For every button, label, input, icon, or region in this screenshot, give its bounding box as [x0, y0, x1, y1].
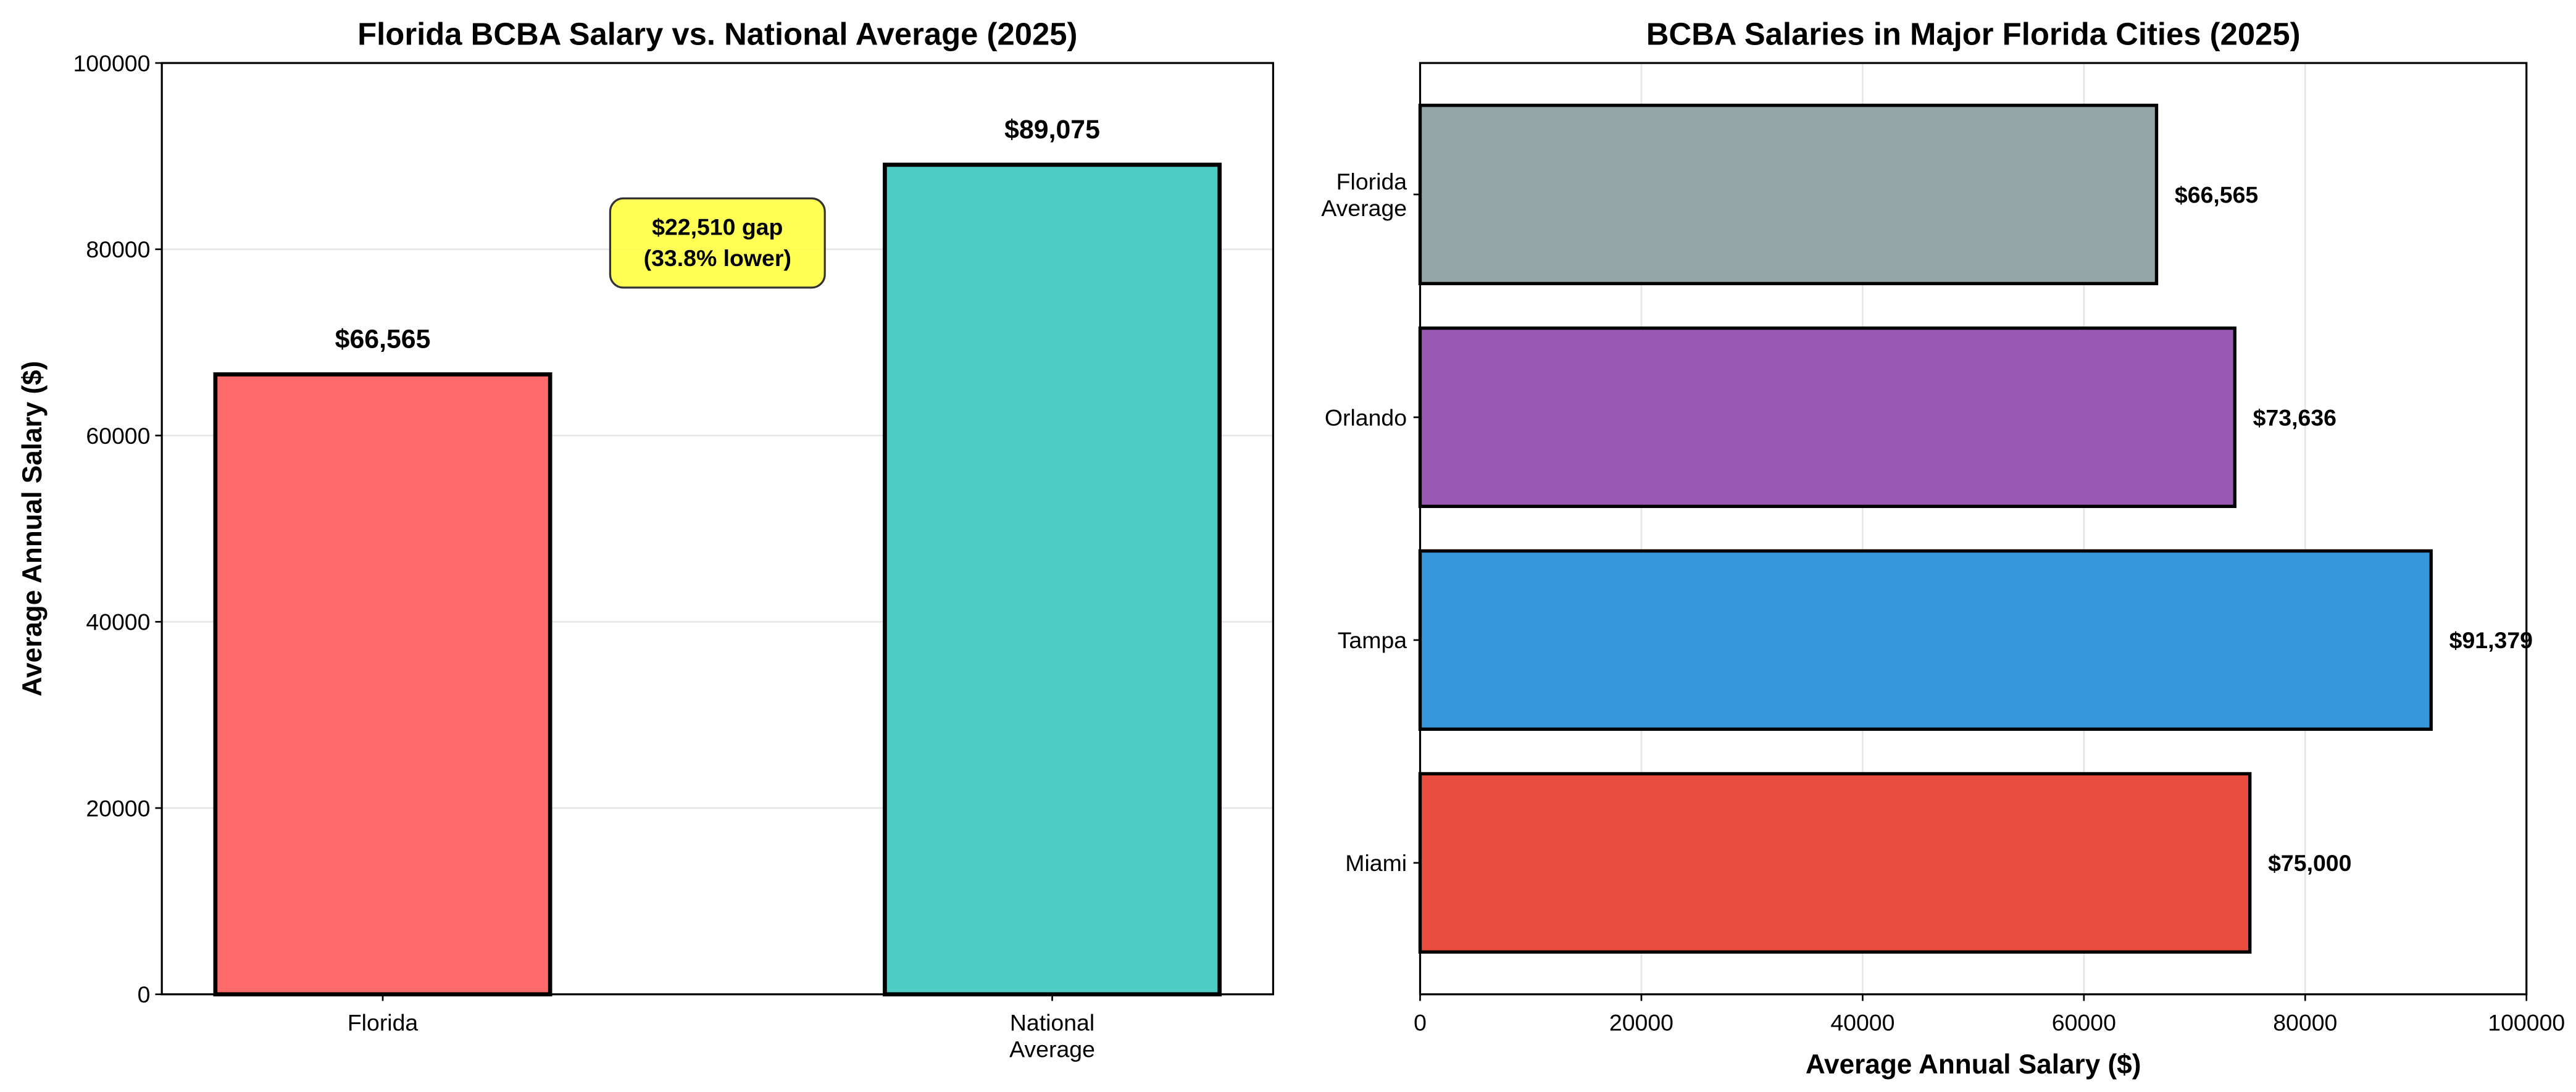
right-chart-title: BCBA Salaries in Major Florida Cities (2…	[1646, 17, 2301, 52]
y-tick-label: Average	[1321, 195, 1407, 221]
right-axes-frame	[1419, 62, 2528, 996]
annotation-box	[609, 197, 826, 289]
x-tick-label: Florida	[348, 1010, 419, 1036]
y-tick-label: 40000	[86, 609, 150, 635]
y-tick-label: 60000	[86, 423, 150, 449]
x-tick-label: 80000	[2273, 1010, 2337, 1036]
left-chart: $66,565 $89,075 0 20000 40000 60000 80000 1000…	[17, 17, 1275, 1062]
annotation-text: (33.8% lower)	[644, 245, 791, 271]
bar	[1418, 772, 2252, 954]
y-tick-label: 100000	[73, 50, 150, 76]
bar-value-label: $91,379	[2449, 627, 2533, 653]
y-tick-label: Tampa	[1338, 627, 1407, 653]
y-tick-label: 80000	[86, 236, 150, 262]
x-tick-label: 100000	[2488, 1010, 2565, 1036]
gap-annotation: $22,510 gap (33.8% lower)	[609, 197, 826, 289]
bar-value-label: $66,565	[2175, 181, 2258, 207]
x-tick-label: 40000	[1830, 1010, 1894, 1036]
y-tick-label: 20000	[86, 795, 150, 821]
bar	[1418, 326, 2236, 508]
annotation-text: $22,510 gap	[652, 214, 783, 240]
right-x-axis-label: Average Annual Salary ($)	[1806, 1049, 2141, 1080]
y-tick-label: Orlando	[1325, 404, 1407, 430]
right-chart: $75,000 $91,379 $73,636 $66,565 0 20000 40000…	[1321, 17, 2565, 1080]
bar-value-label: $89,075	[1004, 115, 1100, 144]
left-chart-title: Florida BCBA Salary vs. National Average…	[357, 17, 1077, 52]
left-y-axis-label: Average Annual Salary ($)	[17, 361, 48, 697]
bar-value-label: $75,000	[2268, 850, 2351, 876]
bar-value-label: $73,636	[2253, 404, 2336, 430]
bar	[213, 372, 552, 997]
bar	[1418, 549, 2433, 731]
bar-value-label: $66,565	[335, 325, 431, 354]
bar	[883, 162, 1222, 997]
y-tick-label: Florida	[1336, 169, 1407, 194]
y-tick-label: Miami	[1345, 850, 1407, 876]
x-tick-label: 20000	[1609, 1010, 1674, 1036]
y-tick-label: 0	[138, 982, 151, 1007]
left-axes-frame	[160, 62, 1275, 996]
x-tick-label: National	[1010, 1010, 1094, 1036]
x-tick-label: 60000	[2052, 1010, 2116, 1036]
x-tick-label: Average	[1009, 1036, 1095, 1062]
x-tick-label: 0	[1414, 1010, 1427, 1036]
bar	[1418, 103, 2159, 286]
